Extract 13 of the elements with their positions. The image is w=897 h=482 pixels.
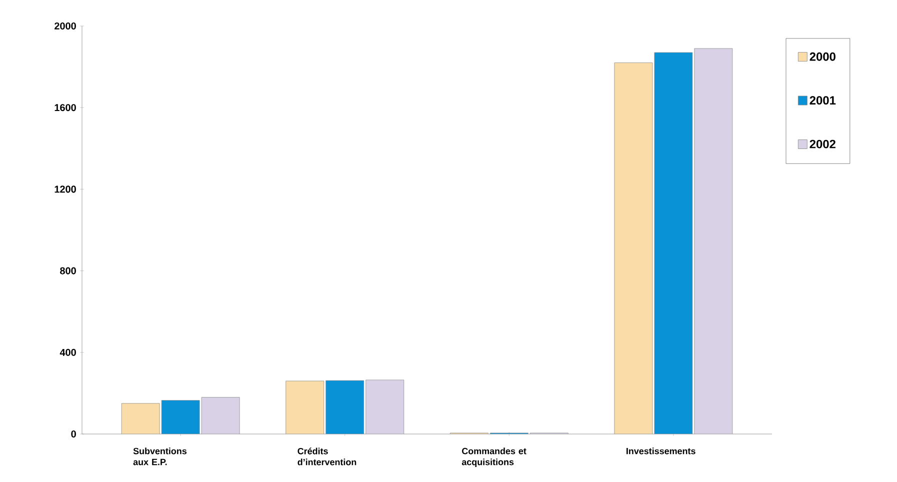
x-tick-label: Investissements bbox=[626, 448, 696, 454]
legend-label: 2002 bbox=[810, 140, 836, 148]
legend-label: 2000 bbox=[810, 52, 836, 61]
x-tick-label: Commandes et acquisitions bbox=[462, 448, 526, 467]
x-tick-label: Crédits d’intervention bbox=[298, 448, 356, 466]
y-tick-label: 800 bbox=[60, 267, 76, 274]
y-tick-label: 2000 bbox=[54, 22, 76, 30]
y-tick-label: 1600 bbox=[54, 104, 76, 112]
x-tick-label: Subventions aux E.P. bbox=[133, 448, 187, 466]
legend-label: 2001 bbox=[810, 96, 836, 105]
y-tick-label: 0 bbox=[71, 430, 76, 438]
y-tick-label: 400 bbox=[60, 348, 76, 356]
y-tick-label: 1200 bbox=[54, 186, 76, 193]
